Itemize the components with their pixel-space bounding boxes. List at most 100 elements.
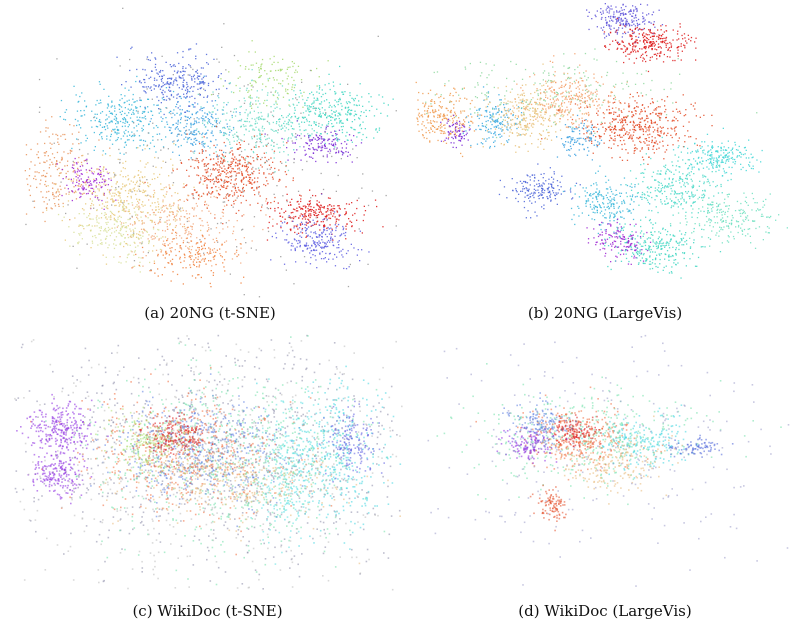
point <box>487 131 489 133</box>
point <box>314 231 316 233</box>
point <box>271 63 273 66</box>
point <box>177 204 180 206</box>
point <box>238 209 240 212</box>
point <box>215 263 217 266</box>
point <box>344 107 347 109</box>
point <box>180 71 182 73</box>
point <box>220 184 222 187</box>
point <box>634 15 637 17</box>
point <box>631 29 633 32</box>
point <box>455 123 457 125</box>
point <box>330 233 333 235</box>
point <box>318 208 320 210</box>
point <box>212 274 214 276</box>
point <box>156 79 158 81</box>
point <box>468 129 471 131</box>
point <box>148 123 150 125</box>
point <box>602 12 604 14</box>
point <box>249 97 252 99</box>
point <box>344 234 346 237</box>
point <box>171 211 174 213</box>
point <box>142 257 144 259</box>
point <box>155 69 157 71</box>
point <box>348 218 350 220</box>
point <box>159 218 161 221</box>
point <box>235 183 237 185</box>
point <box>195 133 197 136</box>
point <box>332 116 334 119</box>
point <box>368 101 370 103</box>
point <box>122 7 124 9</box>
point <box>29 194 31 197</box>
point <box>320 258 323 260</box>
point <box>96 198 99 200</box>
point <box>645 46 647 49</box>
point <box>157 255 159 257</box>
point <box>172 271 174 273</box>
point <box>254 80 257 82</box>
point <box>243 134 245 136</box>
point <box>421 129 423 131</box>
point <box>338 240 340 242</box>
point <box>352 214 354 216</box>
point <box>183 70 185 72</box>
point <box>234 165 237 167</box>
point <box>162 96 165 98</box>
point <box>426 119 428 121</box>
cluster-15 <box>131 226 245 288</box>
point <box>189 74 191 76</box>
point <box>258 128 260 130</box>
point <box>213 241 216 243</box>
point <box>333 213 335 215</box>
point <box>289 216 291 218</box>
point <box>129 117 132 119</box>
point <box>307 222 309 224</box>
point <box>304 245 306 247</box>
point <box>495 106 497 108</box>
point <box>231 150 233 152</box>
point <box>139 116 141 119</box>
point <box>273 55 275 58</box>
point <box>203 165 206 167</box>
point <box>356 207 358 210</box>
point <box>301 95 303 97</box>
point <box>153 145 155 148</box>
point <box>291 198 293 200</box>
point <box>176 273 179 276</box>
point <box>319 113 322 115</box>
point <box>320 246 322 248</box>
point <box>430 122 432 124</box>
point <box>117 216 119 218</box>
point <box>224 270 226 272</box>
point <box>451 124 453 127</box>
point <box>39 183 41 185</box>
point <box>621 36 623 38</box>
point <box>73 186 75 188</box>
point <box>98 190 100 192</box>
point <box>674 59 676 62</box>
point <box>182 56 184 58</box>
point <box>297 190 300 192</box>
point <box>338 251 341 253</box>
point <box>168 184 170 186</box>
point <box>339 214 341 216</box>
point <box>469 128 471 130</box>
point <box>155 151 157 153</box>
point <box>259 141 261 143</box>
point <box>656 35 658 38</box>
point <box>458 130 461 132</box>
point <box>136 190 138 192</box>
point <box>271 235 273 238</box>
point <box>635 57 638 60</box>
point <box>233 128 235 130</box>
point <box>290 229 292 232</box>
point <box>172 90 175 93</box>
point <box>298 217 300 219</box>
point <box>299 194 301 196</box>
point <box>462 132 464 135</box>
point <box>163 187 165 189</box>
point <box>237 159 239 162</box>
point <box>278 124 280 126</box>
point <box>196 83 198 85</box>
point <box>285 123 288 125</box>
